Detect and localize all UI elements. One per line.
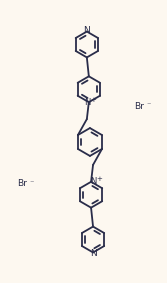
Text: Br: Br	[18, 179, 27, 188]
Text: +: +	[96, 176, 102, 182]
Text: ⁻: ⁻	[146, 101, 151, 110]
Text: N: N	[90, 249, 96, 258]
Text: ⁻: ⁻	[29, 178, 34, 187]
Text: N: N	[90, 177, 96, 186]
Text: Br: Br	[135, 102, 144, 111]
Text: +: +	[90, 97, 96, 103]
Text: N: N	[84, 26, 90, 35]
Text: N: N	[84, 98, 90, 107]
